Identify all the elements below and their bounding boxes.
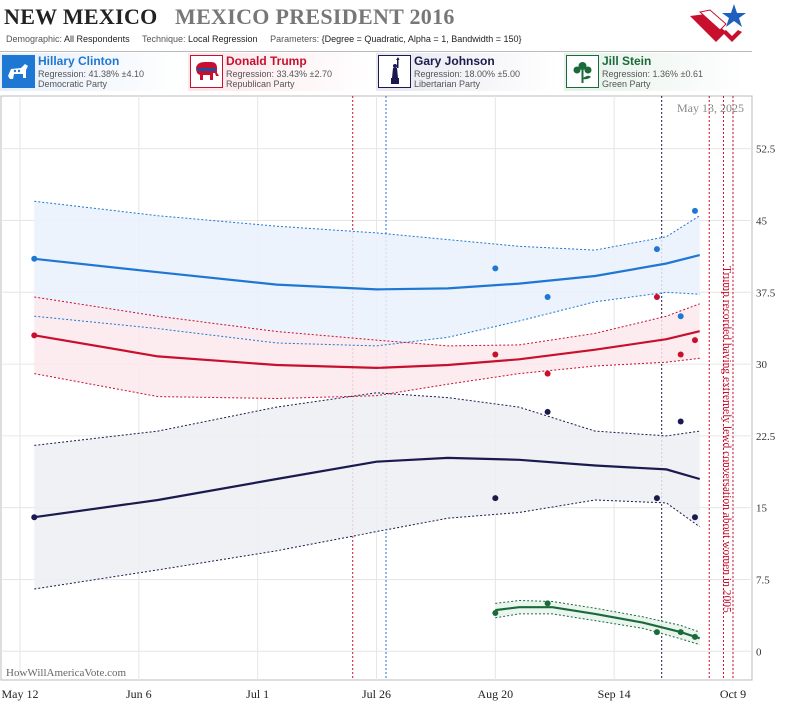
- poll-point: [544, 370, 551, 377]
- demographic-value: All Respondents: [64, 34, 130, 44]
- candidate-party: Libertarian Party: [414, 79, 481, 89]
- poll-point: [653, 294, 660, 301]
- poll-point: [653, 629, 660, 636]
- y-tick-label: 37.5: [756, 287, 776, 299]
- lower-bound-line: [34, 499, 700, 590]
- confidence-band: [495, 600, 700, 645]
- poll-point: [492, 609, 499, 616]
- y-tick-label: 22.5: [756, 431, 776, 443]
- candidate-name: Gary Johnson: [414, 54, 495, 68]
- candidate-party: Democratic Party: [38, 79, 108, 89]
- poll-point: [544, 294, 551, 301]
- poll-point: [691, 633, 698, 640]
- candidate-party: Republican Party: [226, 79, 295, 89]
- poll-point: [544, 408, 551, 415]
- x-tick-label: May 12: [2, 687, 39, 701]
- candidate-card-johnson[interactable]: Gary Johnson Regression: 18.00% ±5.00 Li…: [376, 53, 558, 91]
- upper-bound-line: [495, 599, 700, 633]
- candidate-party: Green Party: [602, 79, 651, 89]
- poll-point: [691, 514, 698, 521]
- candidate-name: Donald Trump: [226, 54, 307, 68]
- elephant-icon: [190, 55, 223, 88]
- poll-point: [677, 418, 684, 425]
- x-tick-label: Sep 14: [598, 687, 631, 701]
- poll-point: [653, 246, 660, 253]
- event-annotation: Trump recorded having extremely lewd con…: [721, 266, 733, 613]
- candidate-card-trump[interactable]: Donald Trump Regression: 33.43% ±2.70 Re…: [188, 53, 370, 91]
- parameters-line: Demographic: All Respondents Technique: …: [6, 34, 522, 44]
- poll-point: [677, 629, 684, 636]
- poll-point: [691, 337, 698, 344]
- candidate-regression: Regression: 33.43% ±2.70: [226, 69, 333, 79]
- poll-point: [31, 514, 38, 521]
- date-label: May 13, 2025: [677, 101, 744, 115]
- upper-bound-line: [34, 296, 700, 347]
- statue-of-liberty-icon: [378, 55, 411, 88]
- x-tick-label: Aug 20: [477, 687, 513, 701]
- lower-bound-line: [34, 291, 700, 347]
- header: NEW MEXICO MEXICO PRESIDENT 2016 Demogra…: [0, 0, 789, 52]
- candidate-card-stein[interactable]: Jill Stein Regression: 1.36% ±0.61 Green…: [564, 53, 746, 91]
- y-tick-label: 52.5: [756, 144, 776, 156]
- candidate-legend: Hillary Clinton Regression: 41.38% ±4.10…: [0, 53, 752, 93]
- poll-point: [31, 255, 38, 262]
- x-tick-label: Jul 1: [246, 687, 269, 701]
- confidence-band: [34, 297, 700, 399]
- flag-star-logo-icon: [690, 4, 746, 42]
- header-divider: [0, 51, 752, 52]
- state-title: NEW MEXICO: [4, 4, 158, 29]
- confidence-band: [34, 201, 700, 346]
- upper-bound-line: [34, 200, 700, 251]
- upper-bound-line: [34, 392, 700, 446]
- parameters-value: {Degree = Quadratic, Alpha = 1, Bandwidt…: [321, 34, 522, 44]
- regression-line: [34, 330, 700, 370]
- demographic-label: Demographic:: [6, 34, 63, 44]
- lower-bound-line: [495, 613, 700, 646]
- lower-bound-line: [34, 357, 700, 400]
- y-tick-label: 7.5: [756, 574, 770, 586]
- poll-point: [677, 351, 684, 358]
- candidate-name: Jill Stein: [602, 54, 652, 68]
- regression-line: [34, 254, 700, 291]
- poll-point: [653, 495, 660, 502]
- donkey-icon: [2, 55, 35, 88]
- candidate-name: Hillary Clinton: [38, 54, 120, 68]
- y-tick-label: 0: [756, 646, 762, 658]
- flower-icon: [566, 55, 599, 88]
- watermark: HowWillAmericaVote.com: [6, 667, 126, 679]
- technique-value: Local Regression: [188, 34, 258, 44]
- poll-point: [691, 207, 698, 214]
- regression-line: [34, 456, 701, 519]
- poll-point: [31, 332, 38, 339]
- x-tick-label: Jun 6: [126, 687, 152, 701]
- technique-label: Technique:: [141, 34, 186, 44]
- y-tick-label: 30: [756, 359, 768, 371]
- poll-point: [492, 265, 499, 272]
- candidate-regression: Regression: 18.00% ±5.00: [414, 69, 521, 79]
- confidence-band: [34, 392, 700, 589]
- race-title: MEXICO PRESIDENT 2016: [175, 4, 455, 29]
- x-tick-label: Oct 9: [720, 687, 746, 701]
- poll-point: [677, 313, 684, 320]
- candidate-card-clinton[interactable]: Hillary Clinton Regression: 41.38% ±4.10…: [0, 53, 182, 91]
- poll-point: [492, 351, 499, 358]
- candidate-regression: Regression: 1.36% ±0.61: [602, 69, 703, 79]
- x-tick-label: Jul 26: [362, 687, 391, 701]
- poll-point: [544, 600, 551, 607]
- y-tick-label: 15: [756, 503, 768, 515]
- candidate-regression: Regression: 41.38% ±4.10: [38, 69, 145, 79]
- poll-point: [492, 495, 499, 502]
- y-tick-label: 45: [756, 215, 768, 227]
- parameters-label: Parameters:: [270, 34, 320, 44]
